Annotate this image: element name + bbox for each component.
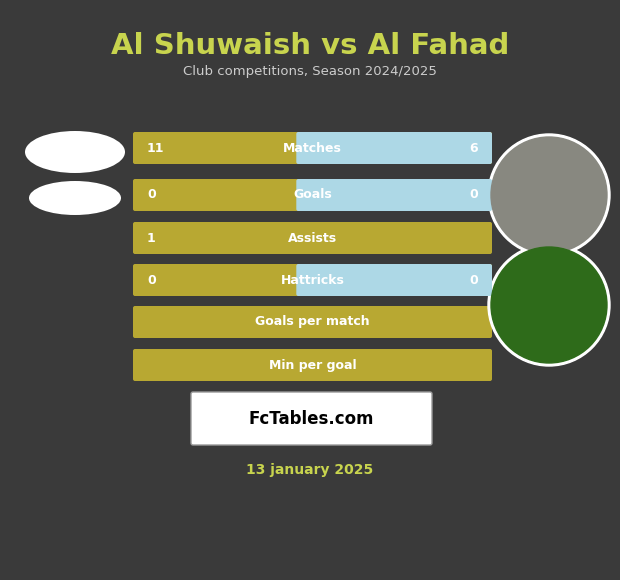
Text: FcTables.com: FcTables.com — [249, 409, 374, 427]
FancyBboxPatch shape — [133, 132, 492, 164]
Text: 6: 6 — [469, 142, 478, 154]
Text: Assists: Assists — [288, 231, 337, 245]
Ellipse shape — [29, 181, 121, 215]
FancyBboxPatch shape — [133, 306, 492, 338]
Circle shape — [488, 134, 610, 256]
FancyBboxPatch shape — [133, 264, 492, 296]
Text: Goals: Goals — [293, 188, 332, 201]
FancyBboxPatch shape — [296, 132, 492, 164]
Text: 13 january 2025: 13 january 2025 — [246, 463, 374, 477]
Text: Club competitions, Season 2024/2025: Club competitions, Season 2024/2025 — [183, 65, 437, 78]
FancyBboxPatch shape — [133, 179, 492, 211]
Ellipse shape — [25, 131, 125, 173]
Text: 11: 11 — [147, 142, 164, 154]
FancyBboxPatch shape — [296, 179, 492, 211]
Text: 0: 0 — [147, 188, 156, 201]
FancyBboxPatch shape — [133, 222, 492, 254]
Text: Matches: Matches — [283, 142, 342, 154]
Circle shape — [488, 244, 610, 366]
Text: 1: 1 — [147, 231, 156, 245]
FancyBboxPatch shape — [296, 264, 492, 296]
Text: Goals per match: Goals per match — [255, 316, 370, 328]
Circle shape — [491, 247, 607, 363]
FancyBboxPatch shape — [133, 349, 492, 381]
Text: Min per goal: Min per goal — [268, 358, 356, 372]
Text: 0: 0 — [147, 274, 156, 287]
Text: 0: 0 — [469, 274, 478, 287]
Circle shape — [491, 137, 607, 253]
Text: 0: 0 — [469, 188, 478, 201]
FancyBboxPatch shape — [191, 392, 432, 445]
Text: Hattricks: Hattricks — [281, 274, 345, 287]
Text: Al Shuwaish vs Al Fahad: Al Shuwaish vs Al Fahad — [111, 32, 509, 60]
